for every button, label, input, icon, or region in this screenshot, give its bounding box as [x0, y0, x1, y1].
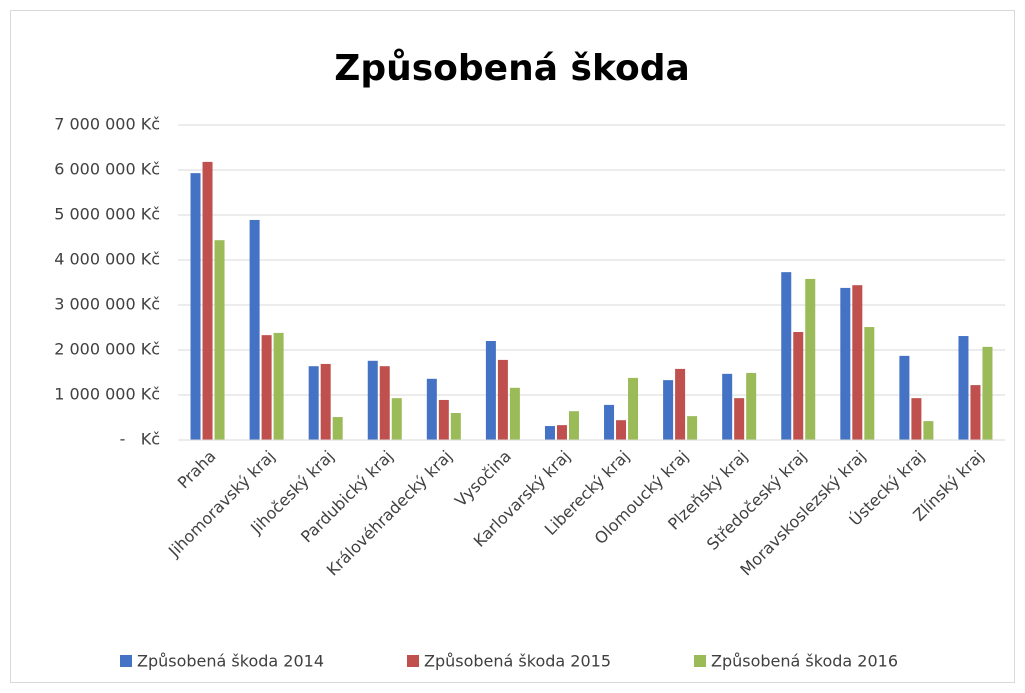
bar [426, 378, 437, 440]
bar [958, 336, 969, 440]
bar [852, 285, 863, 440]
bar [781, 272, 792, 440]
legend-label: Způsobená škoda 2016 [711, 652, 898, 671]
bar [746, 372, 757, 440]
bar [722, 373, 733, 440]
legend-swatch [694, 655, 706, 667]
bar [628, 377, 639, 440]
legend-swatch [407, 655, 419, 667]
bar [190, 173, 201, 440]
y-tick-label: 6 000 000 Kč [54, 160, 160, 179]
bar [687, 416, 698, 440]
bar [273, 332, 284, 440]
bar [320, 363, 331, 440]
legend-label: Způsobená škoda 2014 [137, 652, 324, 671]
y-tick-label: 4 000 000 Kč [54, 250, 160, 269]
bar [214, 240, 225, 440]
bar [391, 398, 402, 440]
bar [616, 420, 627, 440]
bar [663, 380, 674, 440]
bar [568, 411, 579, 440]
y-tick-label: 5 000 000 Kč [54, 205, 160, 224]
bar [261, 335, 272, 440]
bar [675, 368, 686, 440]
bar [367, 360, 378, 440]
bar [556, 425, 567, 440]
bar [497, 359, 508, 440]
bar [379, 366, 390, 440]
bar [734, 398, 745, 440]
bar [911, 398, 922, 440]
bar [544, 426, 555, 440]
bar [450, 413, 461, 440]
y-tick-label: 7 000 000 Kč [54, 115, 160, 134]
bar [864, 327, 875, 440]
bar [332, 417, 343, 440]
y-tick-label: 3 000 000 Kč [54, 295, 160, 314]
y-tick-label: - Kč [120, 430, 160, 449]
bar [438, 399, 449, 440]
bar [793, 332, 804, 440]
bar [923, 421, 934, 440]
bar [970, 385, 981, 440]
bar [509, 387, 520, 440]
bar [899, 355, 910, 440]
legend-label: Způsobená škoda 2015 [424, 652, 611, 671]
bar [202, 161, 213, 440]
bar [485, 341, 496, 440]
bar [249, 219, 260, 440]
legend-swatch [120, 655, 132, 667]
chart-title: Způsobená škoda [334, 48, 690, 89]
bar [840, 287, 851, 440]
bar [604, 404, 615, 440]
bar [805, 278, 816, 440]
bar [308, 366, 319, 440]
y-tick-label: 1 000 000 Kč [54, 385, 160, 404]
y-tick-label: 2 000 000 Kč [54, 340, 160, 359]
chart-border [10, 10, 1015, 683]
bar [982, 346, 993, 440]
